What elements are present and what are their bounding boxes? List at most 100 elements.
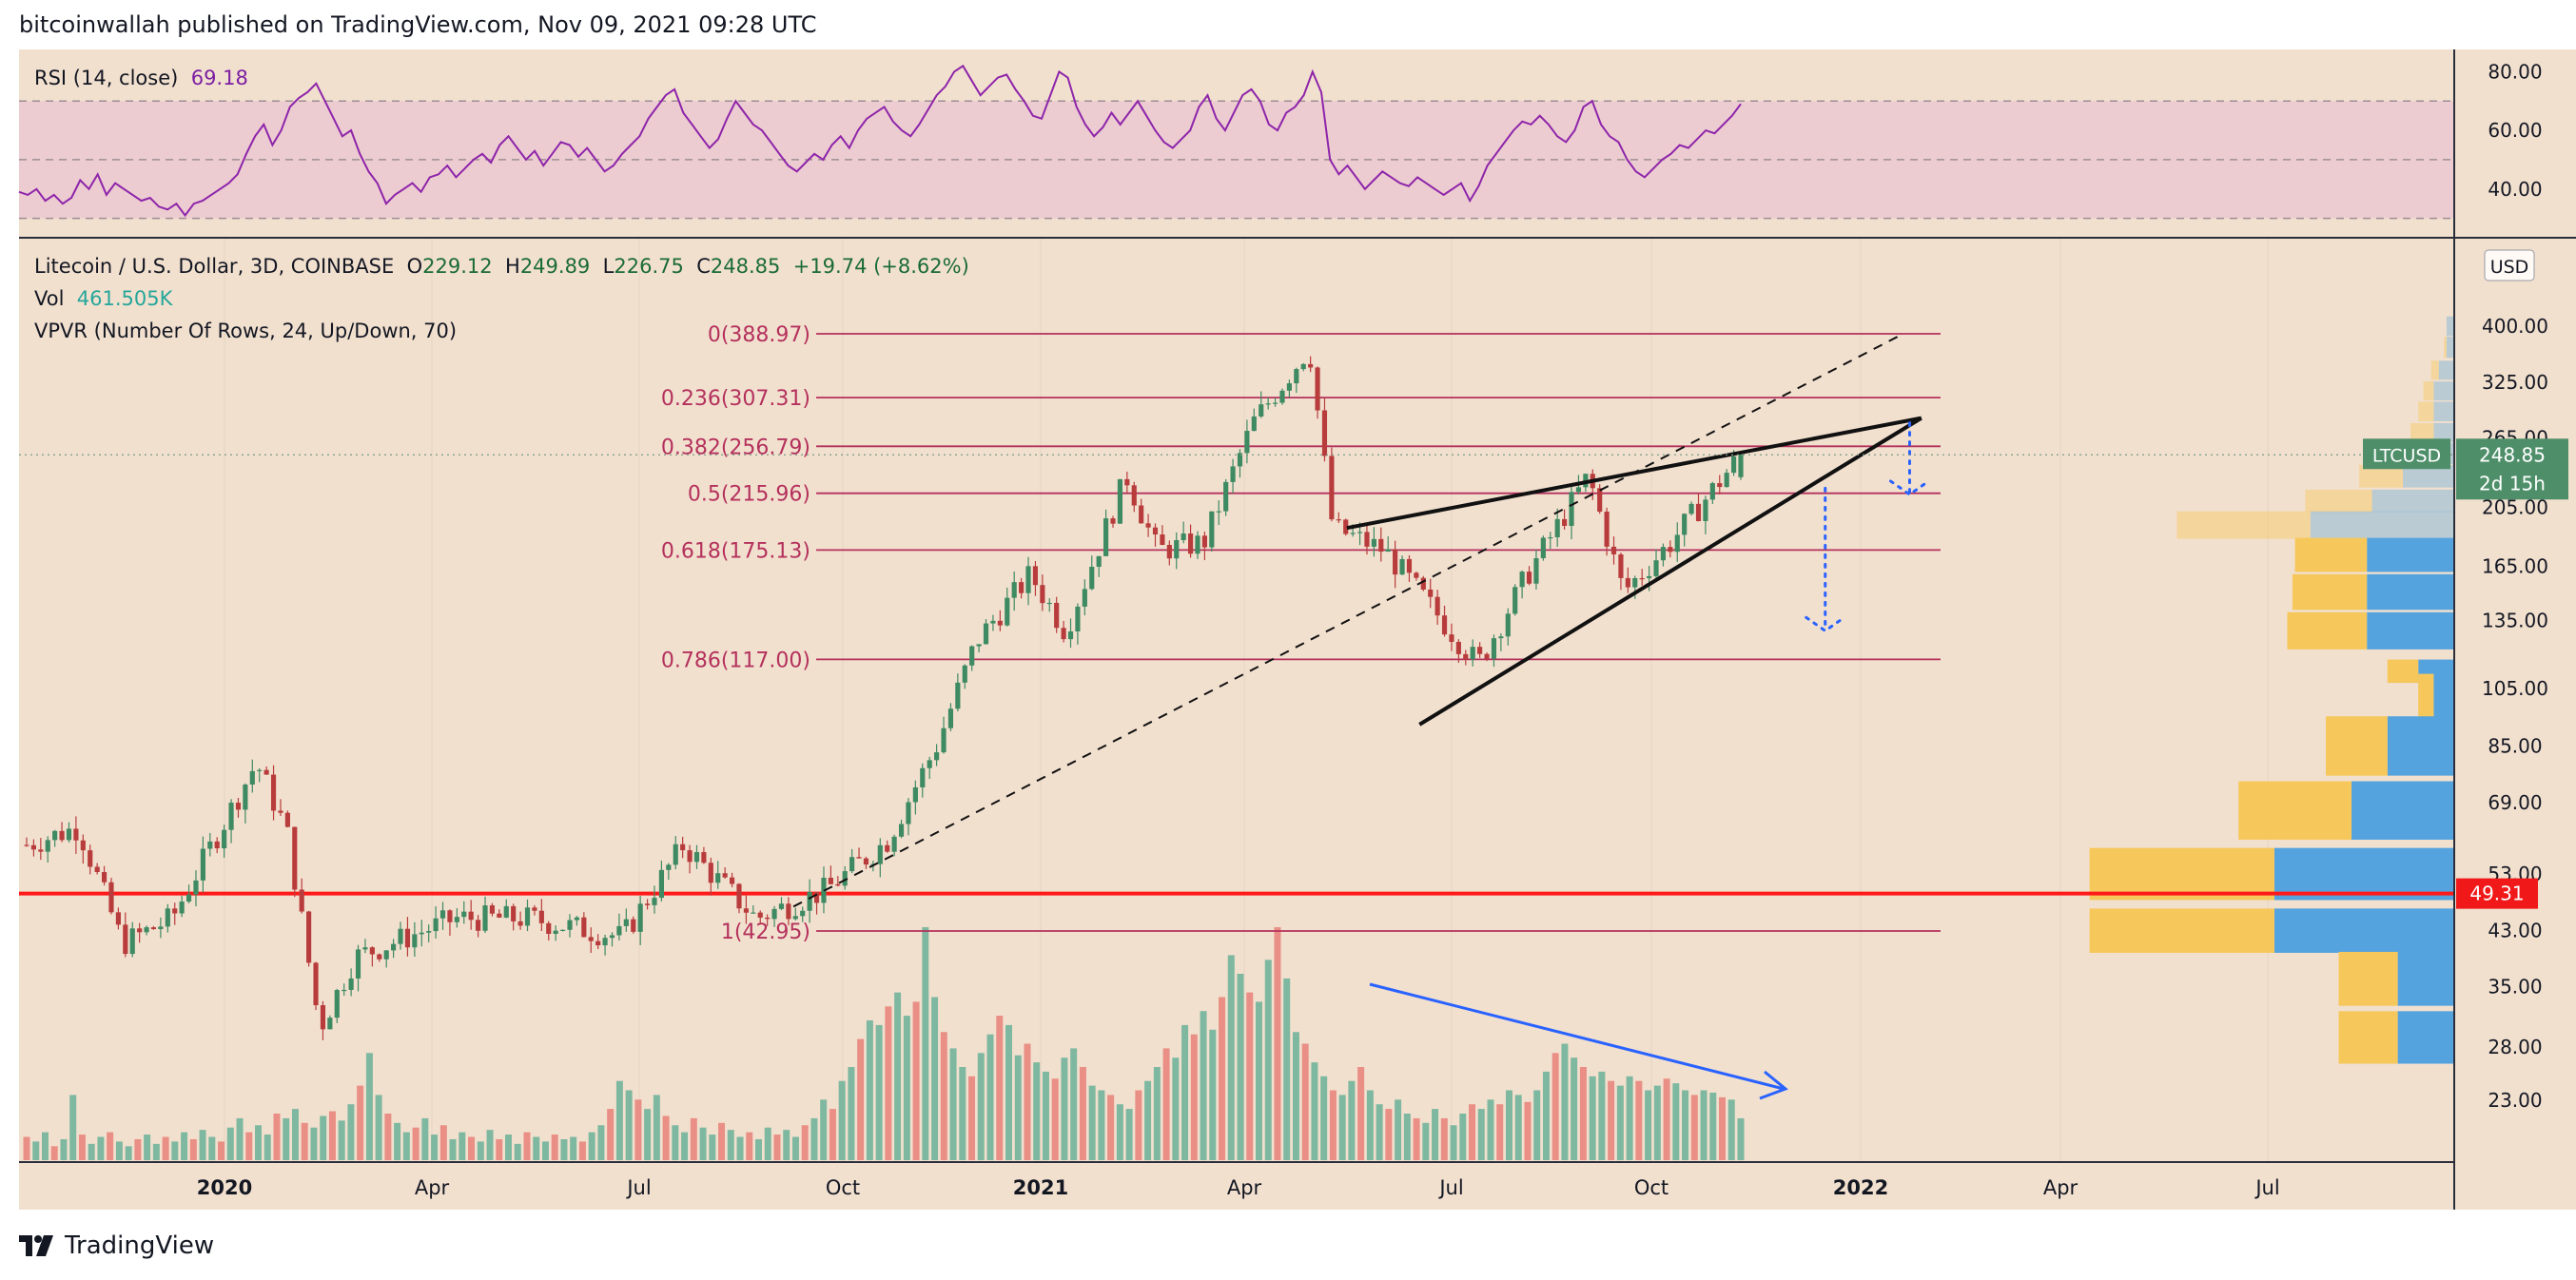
candle-body (1005, 597, 1010, 626)
volume-bar (1219, 997, 1226, 1160)
volume-bar (1024, 1043, 1031, 1160)
vpvr-down-bar (2387, 659, 2419, 684)
volume-bar (1450, 1125, 1457, 1160)
volume-bar (1283, 978, 1291, 1160)
candle-body (863, 858, 869, 865)
candle-body (1152, 527, 1159, 534)
volume-bar (615, 1080, 623, 1160)
volume-bar (486, 1130, 494, 1160)
candle-body (891, 836, 897, 852)
candle-body (658, 869, 664, 899)
candle-body (1131, 485, 1137, 506)
main-legend[interactable]: Litecoin / U.S. Dollar, 3D, COINBASE O22… (34, 255, 969, 278)
candle-body (623, 919, 629, 926)
candle-body (1315, 367, 1320, 411)
volume-bar (1301, 1043, 1309, 1160)
volume-legend[interactable]: Vol 461.505K (34, 287, 172, 310)
candles[interactable] (24, 356, 1744, 1040)
volume-bar (301, 1122, 308, 1160)
volume-bar (1079, 1067, 1086, 1160)
candle-body (800, 910, 806, 917)
rsi-pane[interactable] (18, 64, 2454, 220)
candle-body (1308, 363, 1314, 368)
volume-bar (1469, 1104, 1476, 1160)
target-arrow-long-head[interactable] (1805, 615, 1846, 633)
candle-body (920, 767, 926, 787)
volume-trend-arrow-head[interactable] (1759, 1070, 1788, 1100)
volume-bar (866, 1020, 873, 1160)
candle-body (158, 926, 164, 930)
tradingview-brand[interactable]: TradingView (19, 1230, 214, 1262)
candle-body (1604, 512, 1610, 547)
candle-body (101, 872, 107, 882)
volume-bar (1033, 1062, 1041, 1160)
candle-body (73, 828, 79, 841)
vpvr-down-bar (2305, 489, 2372, 513)
candle-body (786, 903, 791, 920)
volume-bar (273, 1114, 281, 1160)
candle-body (30, 844, 37, 850)
vpvr-legend[interactable]: VPVR (Number Of Rows, 24, Up/Down, 70) (34, 320, 457, 342)
candle-body (1434, 596, 1440, 616)
volume-bar (1403, 1114, 1411, 1160)
volume-bar (1348, 1080, 1356, 1160)
volume-bar (78, 1135, 86, 1160)
volume-trend-arrow[interactable] (1369, 982, 1785, 1091)
target-arrow-short-head[interactable] (1888, 479, 1930, 496)
volume-bar (1135, 1090, 1142, 1160)
upper-trendline[interactable] (1346, 416, 1922, 531)
drawings[interactable] (792, 336, 1930, 1100)
volume-bar (1014, 1055, 1022, 1160)
volume-bar (541, 1141, 549, 1160)
candle-body (362, 947, 368, 950)
dashed-trendline[interactable] (792, 336, 1899, 908)
volume-bar (226, 1127, 234, 1160)
candle-body (1695, 503, 1702, 521)
volume-bar (912, 1001, 920, 1160)
candle-body (193, 880, 199, 895)
volume-bar (320, 1115, 327, 1160)
volume-bar (1719, 1096, 1727, 1160)
vpvr-down-bar (2326, 716, 2388, 776)
candle-body (284, 812, 290, 827)
vpvr-label: VPVR (Number Of Rows, 24, Up/Down, 70) (34, 320, 458, 342)
vpvr-up-bar (2371, 489, 2454, 513)
lower-trendline[interactable] (1418, 416, 1922, 727)
symbol-label: Litecoin / U.S. Dollar, 3D, COINBASE (34, 255, 395, 278)
rsi-axis-label: 40.00 (2488, 178, 2542, 201)
candle-body (313, 962, 319, 1006)
volume-bar (421, 1117, 429, 1160)
candle-body (1356, 532, 1363, 533)
candle-body (88, 850, 93, 867)
volume-bar (402, 1132, 410, 1160)
candle-body (1336, 519, 1341, 521)
currency-badge[interactable] (2484, 249, 2535, 281)
fibonacci-retracement[interactable]: 0(388.97) 0.236(307.31) 0.382(256.79) 0.5(2… (19, 323, 2454, 944)
volume-bar (597, 1125, 605, 1160)
price-axis-label: 325.00 (2482, 371, 2548, 394)
volume-bar (1635, 1080, 1643, 1160)
candle-body (1470, 647, 1475, 660)
candle-body (1117, 478, 1123, 524)
volume-bar (1533, 1090, 1541, 1160)
axes[interactable]: 2020 Apr Jul Oct 2021 Apr Jul Oct 2022 Apr Jul 400.… (197, 60, 2548, 1199)
rsi-legend[interactable]: RSI (14, close) 69.18 (34, 67, 248, 89)
candle-body (1139, 505, 1144, 524)
candle-body (1329, 456, 1335, 520)
volume-bar (115, 1141, 123, 1160)
volume-bar (189, 1138, 197, 1160)
candle-body (729, 877, 735, 884)
price-axis-label: 135.00 (2482, 610, 2548, 632)
high-label: H (505, 255, 520, 278)
currency-label[interactable]: USD (2490, 257, 2529, 278)
candle-body (581, 917, 587, 938)
price-axis-label: 400.00 (2482, 315, 2548, 338)
vpvr-down-bar (2410, 422, 2434, 443)
fib-level-label: 0.786(117.00) (661, 649, 810, 672)
volume-bar (1320, 1076, 1328, 1160)
volume-bar (625, 1090, 633, 1160)
candle-body (1682, 514, 1688, 535)
volume-bar (283, 1117, 290, 1160)
volume-bar (162, 1136, 169, 1160)
